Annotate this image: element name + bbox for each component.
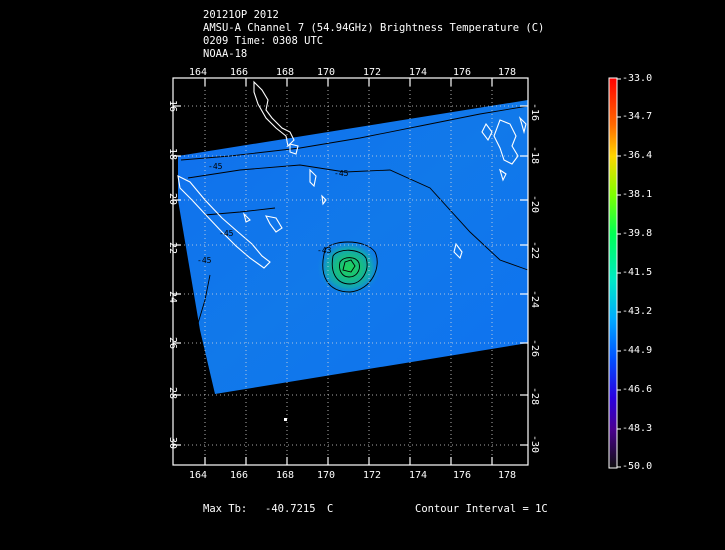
colorbar-label: -39.8 xyxy=(622,228,653,239)
lat-label: -18 xyxy=(167,142,178,160)
lat-label: -24 xyxy=(167,285,178,303)
lon-label: 172 xyxy=(363,470,381,481)
lat-label: -28 xyxy=(529,387,540,405)
colorbar-ticks xyxy=(617,78,621,468)
lat-labels-right: -16 -18 -20 -22 -24 -26 -28 -30 xyxy=(529,103,540,453)
graticule xyxy=(176,78,528,464)
lon-label: 164 xyxy=(189,470,207,481)
lat-label: -16 xyxy=(167,94,178,112)
colorbar-label: -38.1 xyxy=(622,189,653,200)
colorbar-label: -36.4 xyxy=(622,150,653,161)
contour-label: -45 xyxy=(197,256,212,265)
max-tb-unit: C xyxy=(327,503,334,515)
lon-label: 172 xyxy=(363,67,381,78)
colorbar-label: -34.7 xyxy=(622,111,653,122)
lon-label: 170 xyxy=(317,67,335,78)
lat-label: -18 xyxy=(529,146,540,164)
contour-label: -43 xyxy=(317,246,332,255)
lon-label: 166 xyxy=(230,67,248,78)
lat-label: -30 xyxy=(529,435,540,453)
lon-label: 170 xyxy=(317,470,335,481)
lat-label: -20 xyxy=(167,187,178,205)
lat-labels-left: -16 -18 -20 -22 -24 -26 -28 -30 xyxy=(167,94,178,449)
coastlines xyxy=(177,80,527,269)
lat-label: -22 xyxy=(529,241,540,259)
contour-label: -45 xyxy=(208,162,223,171)
colorbar-label: -44.9 xyxy=(622,345,653,356)
colorbar-label: -41.5 xyxy=(622,267,653,278)
title-line-4: NOAA-18 xyxy=(203,48,248,60)
colorbar-label: -50.0 xyxy=(622,461,653,472)
lon-label: 164 xyxy=(189,67,207,78)
title-line-1: 20121OP 2012 xyxy=(203,9,279,21)
contour-lines xyxy=(180,105,529,331)
frame-ticks xyxy=(173,78,528,465)
colorbar-label: -46.6 xyxy=(622,384,653,395)
lon-label: 178 xyxy=(498,67,516,78)
lat-label: -30 xyxy=(167,431,178,449)
colorbar-label: -48.3 xyxy=(622,423,653,434)
max-tb-label: Max Tb: xyxy=(203,503,248,515)
lat-label: -26 xyxy=(167,331,178,349)
lat-label: -22 xyxy=(167,236,178,254)
title-line-3: 0209 Time: 0308 UTC xyxy=(203,35,324,47)
lon-label: 166 xyxy=(230,470,248,481)
lon-label: 176 xyxy=(453,470,471,481)
lat-label: -28 xyxy=(167,381,178,399)
storm-core xyxy=(317,240,381,296)
title-line-2: AMSU-A Channel 7 (54.94GHz) Brightness T… xyxy=(203,22,545,34)
lat-label: -24 xyxy=(529,290,540,308)
lon-label: 178 xyxy=(498,470,516,481)
contour-label: -45 xyxy=(219,229,234,238)
max-tb-value: -40.7215 xyxy=(265,503,316,515)
lat-label: -20 xyxy=(529,195,540,213)
lat-label: -26 xyxy=(529,339,540,357)
lon-label: 174 xyxy=(409,67,427,78)
contour-interval: Contour Interval = 1C xyxy=(415,503,548,515)
contour-label: -45 xyxy=(334,169,349,178)
lon-label: 168 xyxy=(276,67,294,78)
contour-labels: -45 -45 -45 -43 -45 xyxy=(197,162,349,265)
lon-label: 176 xyxy=(453,67,471,78)
colorbar-label: -43.2 xyxy=(622,306,653,317)
map-frame xyxy=(172,77,529,466)
lon-label: 174 xyxy=(409,470,427,481)
storm-center-marker xyxy=(284,418,287,421)
lon-label: 168 xyxy=(276,470,294,481)
lon-labels-bottom: 164 166 168 170 172 174 176 178 xyxy=(189,470,516,481)
colorbar xyxy=(608,77,618,469)
colorbar-label: -33.0 xyxy=(622,73,653,84)
lon-labels-top: 164 166 168 170 172 174 176 178 xyxy=(189,67,516,78)
lat-label: -16 xyxy=(529,103,540,121)
